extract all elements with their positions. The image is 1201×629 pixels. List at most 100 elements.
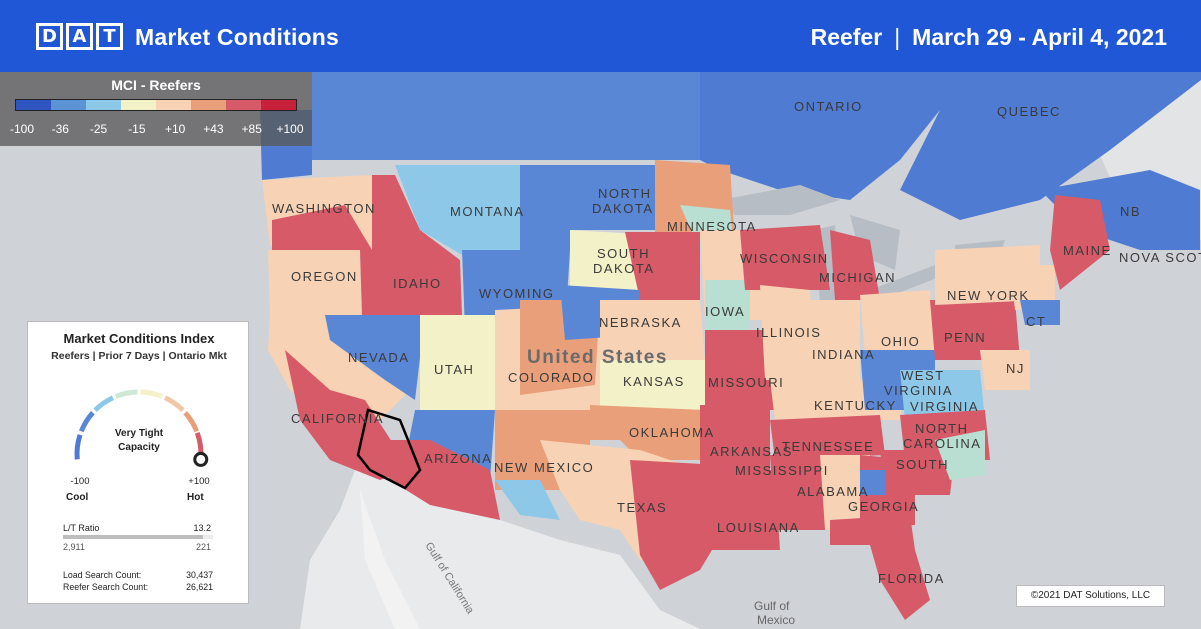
label-north-dakota-1: NORTH [598, 186, 651, 201]
lt-trucks: 221 [195, 542, 211, 552]
logo-letter: D [36, 23, 63, 50]
label-texas: TEXAS [617, 500, 667, 515]
equipment-type: Reefer [810, 24, 883, 50]
gauge-arc-segment [140, 389, 163, 399]
label-florida: FLORIDA [878, 571, 945, 586]
region-iowa-mint [705, 280, 750, 330]
legend-color-swatch [156, 100, 191, 110]
state-montana-east [520, 165, 570, 250]
label-montana: MONTANA [450, 204, 525, 219]
label-ohio: OHIO [881, 334, 920, 349]
gauge-arc-segment [93, 395, 115, 413]
label-wyoming: WYOMING [479, 286, 555, 301]
reefer-search-label: Reefer Search Count: [63, 582, 149, 592]
label-nj: NJ [1006, 361, 1025, 376]
label-illinois: ILLINOIS [756, 325, 821, 340]
label-indiana: INDIANA [812, 347, 875, 362]
state-alabama [820, 455, 870, 530]
header-separator: | [894, 24, 901, 50]
gauge-max-value: +100 [188, 476, 210, 487]
state-missouri [705, 330, 780, 410]
legend-color-swatch [86, 100, 121, 110]
label-gulf-of-mexico-2: Mexico [757, 613, 795, 627]
label-missouri: MISSOURI [708, 375, 784, 390]
label-maine: MAINE [1063, 243, 1112, 258]
lt-ratio-value: 13.2 [193, 523, 211, 533]
canada-sask-region [600, 72, 700, 160]
label-gulf-of-mexico-1: Gulf of [754, 599, 790, 613]
label-louisiana: LOUISIANA [717, 520, 800, 535]
gauge-arc-segment [183, 410, 200, 433]
label-ct: CT [1026, 314, 1046, 329]
label-arkansas: ARKANSAS [710, 444, 793, 459]
gauge-arc-segment [78, 410, 95, 433]
load-search-row: Load Search Count: 30,437 [63, 570, 213, 580]
lake-huron [850, 215, 900, 270]
label-west-virginia-2: VIRGINIA [884, 383, 953, 398]
label-south-dakota-1: SOUTH [597, 246, 650, 261]
copyright-notice: ©2021 DAT Solutions, LLC [1016, 585, 1165, 607]
label-arizona: ARIZONA [424, 451, 492, 466]
state-nebraska [600, 300, 705, 360]
logo-letter: A [66, 23, 93, 50]
baja-california [360, 490, 420, 629]
mci-choropleth-map[interactable]: ONTARIO QUEBEC NB NOVA SCOTIA WASHINGTON… [0, 72, 1201, 629]
label-oregon: OREGON [291, 269, 358, 284]
label-south: SOUTH [896, 457, 949, 472]
market-conditions-card: Market Conditions Index Reefers | Prior … [27, 321, 249, 604]
card-title: Market Conditions Index [63, 331, 215, 346]
label-alabama: ALABAMA [797, 484, 869, 499]
region-ga-blue [860, 470, 885, 495]
state-north-dakota [570, 165, 655, 230]
state-ct [1020, 300, 1060, 325]
state-nj-md [980, 350, 1030, 390]
ontario-market-outline[interactable] [356, 408, 422, 490]
label-new-mexico: NEW MEXICO [494, 460, 594, 475]
state-arizona-south [370, 440, 500, 520]
header-context: Reefer | March 29 - April 4, 2021 [811, 24, 1167, 51]
dat-logo: D A T [36, 23, 123, 51]
canada-alberta-region [480, 72, 600, 160]
label-penn: PENN [944, 330, 986, 345]
header-bar: D A T Market Conditions Reefer | March 2… [0, 0, 1201, 72]
legend-tick-label: +100 [276, 122, 304, 136]
label-kentucky: KENTUCKY [814, 398, 897, 413]
state-kansas [600, 360, 705, 410]
legend-tick-label: +43 [203, 122, 224, 136]
canada-quebec-region [900, 72, 1201, 220]
state-wisconsin [740, 225, 830, 290]
mci-legend: MCI - Reefers -100 -36 -25 -15 +10 +43 +85 +100 [0, 72, 312, 146]
legend-tick-label: -36 [51, 122, 69, 136]
label-wisconsin: WISCONSIN [740, 251, 829, 266]
label-georgia: GEORGIA [848, 499, 919, 514]
region-nc-mint [935, 430, 985, 480]
label-north-carolina-1: NORTH [915, 421, 968, 436]
gauge-arc-segment [115, 389, 138, 399]
page-title: Market Conditions [135, 24, 340, 50]
legend-color-scale [15, 99, 297, 111]
state-virginia [900, 370, 985, 420]
label-south-dakota-2: DAKOTA [593, 261, 655, 276]
label-michigan: MICHIGAN [819, 270, 896, 285]
state-new-england [1010, 265, 1055, 310]
legend-title: MCI - Reefers [111, 77, 201, 93]
state-pennsylvania [930, 300, 1020, 360]
state-florida [830, 515, 930, 620]
state-nevada [325, 315, 425, 400]
gauge-indicator [193, 451, 209, 467]
lt-loads: 2,911 [63, 542, 85, 552]
state-illinois [760, 285, 815, 380]
legend-tick-labels: -100 -36 -25 -15 +10 +43 +85 +100 [0, 122, 312, 138]
legend-color-swatch [191, 100, 226, 110]
mexico-land [300, 470, 700, 629]
label-mississippi: MISSISSIPPI [735, 463, 829, 478]
card-subtitle: Reefers | Prior 7 Days | Ontario Mkt [51, 350, 227, 362]
legend-color-swatch [16, 100, 51, 110]
state-oklahoma [590, 405, 710, 460]
state-utah [420, 315, 495, 410]
lake-erie [870, 265, 945, 300]
legend-tick-label: -100 [9, 122, 35, 136]
lt-ratio-bar [63, 535, 213, 539]
label-new-york: NEW YORK [947, 288, 1030, 303]
label-quebec: QUEBEC [997, 104, 1061, 119]
